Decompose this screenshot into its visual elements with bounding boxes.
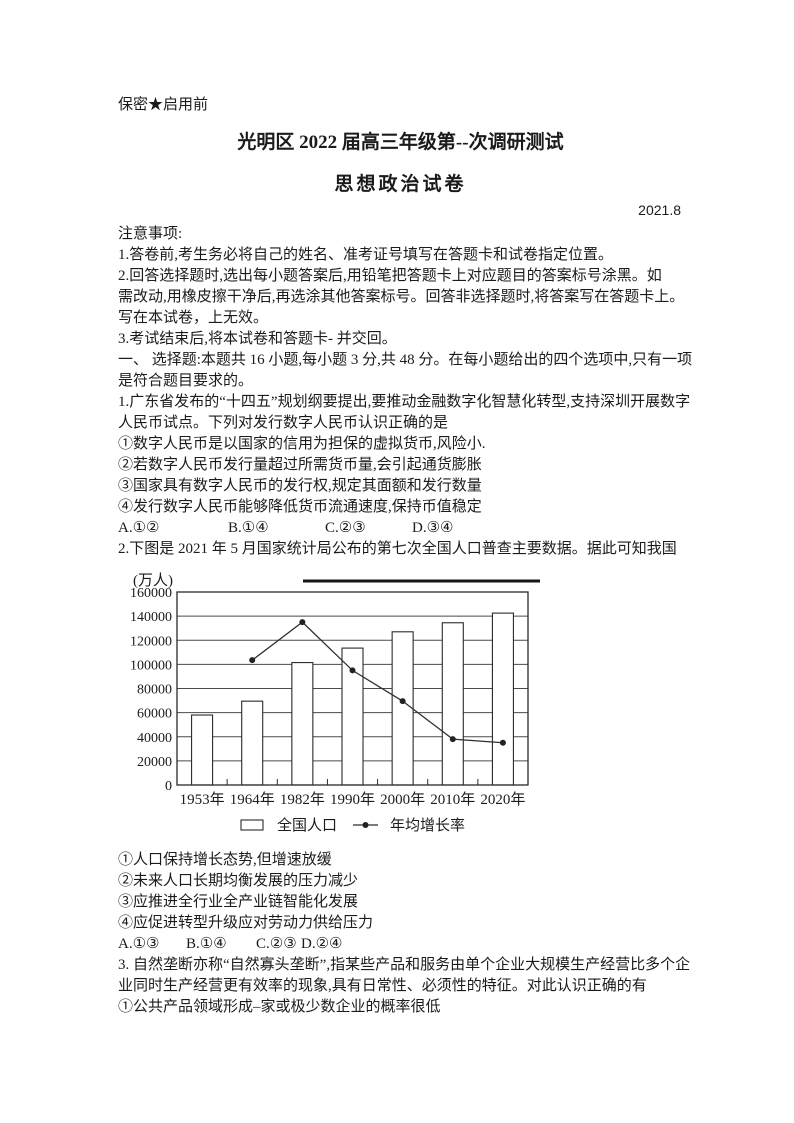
page-title: 光明区 2022 届高三年级第--次调研测试 (237, 132, 564, 153)
exam-date: 2021.8 (638, 202, 681, 218)
q2-answer-d: D.②④ (301, 936, 343, 952)
svg-text:1982年: 1982年 (280, 791, 325, 808)
q2-choice: ②未来人口长期均衡发展的压力减少 (118, 873, 359, 889)
svg-text:0: 0 (165, 779, 172, 794)
q1-stem-cont: 人民币试点。下列对发行数字人民币认识正确的是 (118, 415, 449, 431)
q1-answer-d: D.③④ (412, 520, 454, 536)
notice-line: 2.回答选择题时,选出每小题答案后,用铅笔把答题卡上对应题目的答案标号涂黑。如 (118, 268, 662, 284)
q2-answer-b: B.①④ (186, 936, 227, 952)
notice-heading: 注意事项: (118, 226, 183, 242)
q1-answer-c: C.②③ (325, 520, 366, 536)
q2-stem: 2.下图是 2021 年 5 月国家统计局公布的第七次全国人口普查主要数据。据此… (118, 541, 677, 557)
svg-text:60000: 60000 (137, 707, 172, 722)
page-subtitle: 思想政治试卷 (334, 174, 467, 195)
svg-text:1953年: 1953年 (180, 791, 225, 808)
page-content: 保密★启用前 光明区 2022 届高三年级第--次调研测试 思想政治试卷 202… (118, 95, 693, 1018)
svg-text:1964年: 1964年 (230, 791, 275, 808)
chart-area: (万人) 0 20000 40000 60000 80000 100000 120000 140… (118, 560, 683, 850)
q2-answer-row: A.①③ B.①④ C.②③ D.②④ (118, 934, 683, 955)
q1-choice: ③国家具有数字人民币的发行权,规定其面额和发行数量 (118, 478, 482, 494)
population-census-chart: (万人) 0 20000 40000 60000 80000 100000 120000 140… (130, 572, 540, 834)
q1-choice: ④发行数字人民币能够降低货币流通速度,保持币值稳定 (118, 499, 482, 515)
q3-choice: ①公共产品领域形成–家或极少数企业的概率很低 (118, 999, 441, 1015)
section1-heading-cont: 是符合题目要求的。 (118, 373, 254, 389)
svg-text:140000: 140000 (130, 610, 172, 625)
svg-text:160000: 160000 (130, 586, 172, 601)
svg-text:20000: 20000 (137, 755, 172, 770)
q1-choice: ①数字人民币是以国家的信用为担保的虚拟货币,风险小. (118, 436, 486, 452)
svg-text:80000: 80000 (137, 683, 172, 698)
q2-answer-c: C.②③ (256, 936, 297, 952)
q1-stem: 1.广东省发布的“十四五”规划纲要提出,要推动金融数字化智慧化转型,支持深圳开展… (118, 394, 691, 410)
svg-text:(万人): (万人) (133, 572, 173, 589)
q3-stem-cont: 业同时生产经营更有效率的现象,具有日常性、必须性的特征。对此认识正确的有 (118, 978, 647, 994)
q2-choice: ③应推进全行业全产业链智能化发展 (118, 894, 359, 910)
section1-heading: 一、 选择题:本题共 16 小题,每小题 3 分,共 48 分。在每小题给出的四… (118, 352, 693, 368)
svg-text:100000: 100000 (130, 658, 172, 673)
q1-choice: ②若数字人民币发行量超过所需货币量,会引起通货膨胀 (118, 457, 482, 473)
svg-text:2020年: 2020年 (480, 791, 525, 808)
notice-line: 1.答卷前,考生务必将自己的姓名、准考证号填写在答题卡和试卷指定位置。 (118, 247, 614, 263)
q2-choice: ①人口保持增长态势,但增速放缓 (118, 852, 332, 868)
notice-line: 写在本试卷，上无效。 (118, 310, 269, 326)
q3-stem: 3. 自然垄断亦称“自然寡头垄断”,指某些产品和服务由单个企业大规模生产经营比多… (118, 957, 691, 973)
svg-text:2010年: 2010年 (430, 791, 475, 808)
security-notice: 保密★启用前 (118, 97, 209, 113)
svg-text:40000: 40000 (137, 731, 172, 746)
notice-line: 需改动,用橡皮擦干净后,再选涂其他答案标号。回答非选择题时,将答案写在答题卡上。 (118, 289, 685, 305)
notice-line: 3.考试结束后,将本试卷和答题卡- 并交回。 (118, 331, 397, 347)
svg-text:2000年: 2000年 (380, 791, 425, 808)
q1-answer-a: A.①② (118, 520, 160, 536)
svg-text:全国人口: 全国人口 (277, 816, 337, 834)
q1-answer-b: B.①④ (228, 520, 269, 536)
q2-choice: ④应促进转型升级应对劳动力供给压力 (118, 915, 374, 931)
svg-text:120000: 120000 (130, 634, 172, 649)
q2-answer-a: A.①③ (118, 936, 160, 952)
svg-text:1990年: 1990年 (330, 791, 375, 808)
q1-answer-row: A.①② B.①④ C.②③ D.③④ (118, 518, 683, 539)
svg-text:年均增长率: 年均增长率 (390, 817, 465, 834)
